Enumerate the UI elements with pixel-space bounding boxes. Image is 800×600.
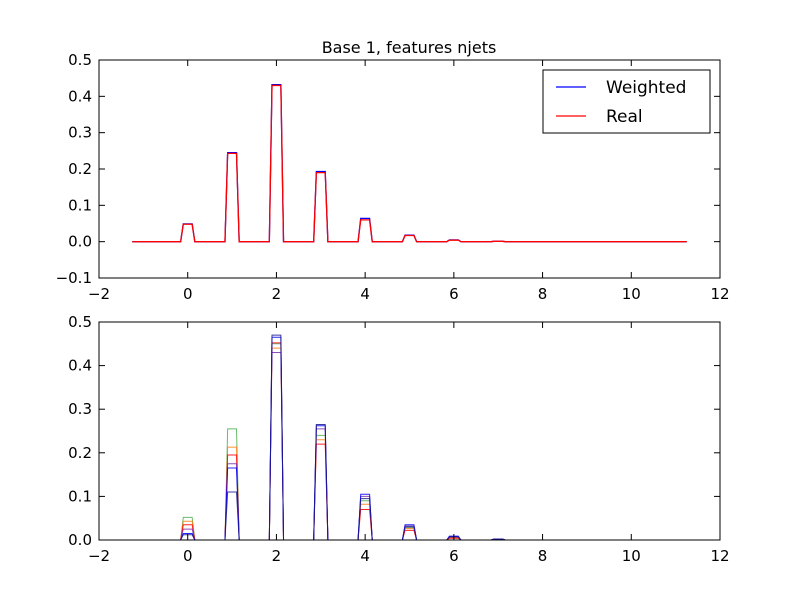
top-plot: −2 0 2 4 6 8 10 12 −0.1 0.0 0.1 0.2 0.3 0.4 0.5 (56, 51, 730, 303)
y-tick-label: 0.1 (68, 196, 92, 214)
x-tick-label: 4 (360, 285, 370, 303)
x-tick-label: 10 (622, 285, 641, 303)
series-line-top-1 (132, 84, 687, 243)
y-tick-label: 0.0 (68, 531, 92, 549)
x-tick-label: 12 (710, 547, 729, 565)
y-tick-label: 0.3 (68, 400, 92, 418)
x-tick-label: −2 (88, 547, 110, 565)
y-tick-label: 0.4 (68, 87, 92, 105)
legend-label: Real (606, 107, 643, 127)
x-tick-label: 4 (360, 547, 370, 565)
legend-label: Weighted (606, 78, 686, 98)
x-tick-label: 0 (183, 547, 193, 565)
y-tick-label: 0.5 (68, 313, 92, 331)
x-tick-label: 8 (538, 547, 548, 565)
x-tick-label: 6 (449, 547, 459, 565)
x-tick-label: 8 (538, 285, 548, 303)
x-tick-label: −2 (88, 285, 110, 303)
x-tick-label: 12 (710, 285, 729, 303)
y-tick-label: 0.3 (68, 124, 92, 142)
y-tick-label: 0.0 (68, 233, 92, 251)
y-tick-label: 0.4 (68, 357, 92, 375)
bottom-plot: −2 0 2 4 6 8 10 12 0.0 0.1 0.2 0.3 0.4 0.5 (68, 313, 729, 565)
y-tick-label: 0.2 (68, 444, 92, 462)
x-tick-label: 2 (272, 285, 282, 303)
x-tick-label: 10 (622, 547, 641, 565)
y-tick-label: −0.1 (56, 269, 92, 287)
axes-frame (98, 321, 721, 541)
chart-title: Base 1, features njets (322, 38, 497, 57)
y-tick-label: 0.1 (68, 487, 92, 505)
legend: Weighted Real (542, 69, 711, 134)
legend-box (542, 69, 711, 134)
x-tick-label: 2 (272, 547, 282, 565)
x-tick-label: 6 (449, 285, 459, 303)
y-tick-label: 0.2 (68, 160, 92, 178)
y-tick-label: 0.5 (68, 51, 92, 69)
x-tick-label: 0 (183, 285, 193, 303)
